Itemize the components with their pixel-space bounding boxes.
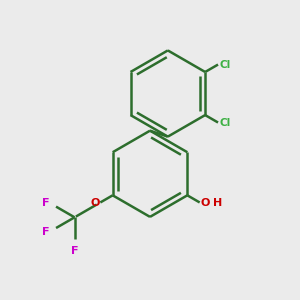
Text: Cl: Cl [219,118,230,128]
Text: O: O [90,198,100,208]
Text: F: F [42,227,50,237]
Text: Cl: Cl [219,59,230,70]
Text: F: F [42,198,50,208]
Text: F: F [71,246,78,256]
Text: H: H [213,198,223,208]
Text: O: O [201,198,210,208]
